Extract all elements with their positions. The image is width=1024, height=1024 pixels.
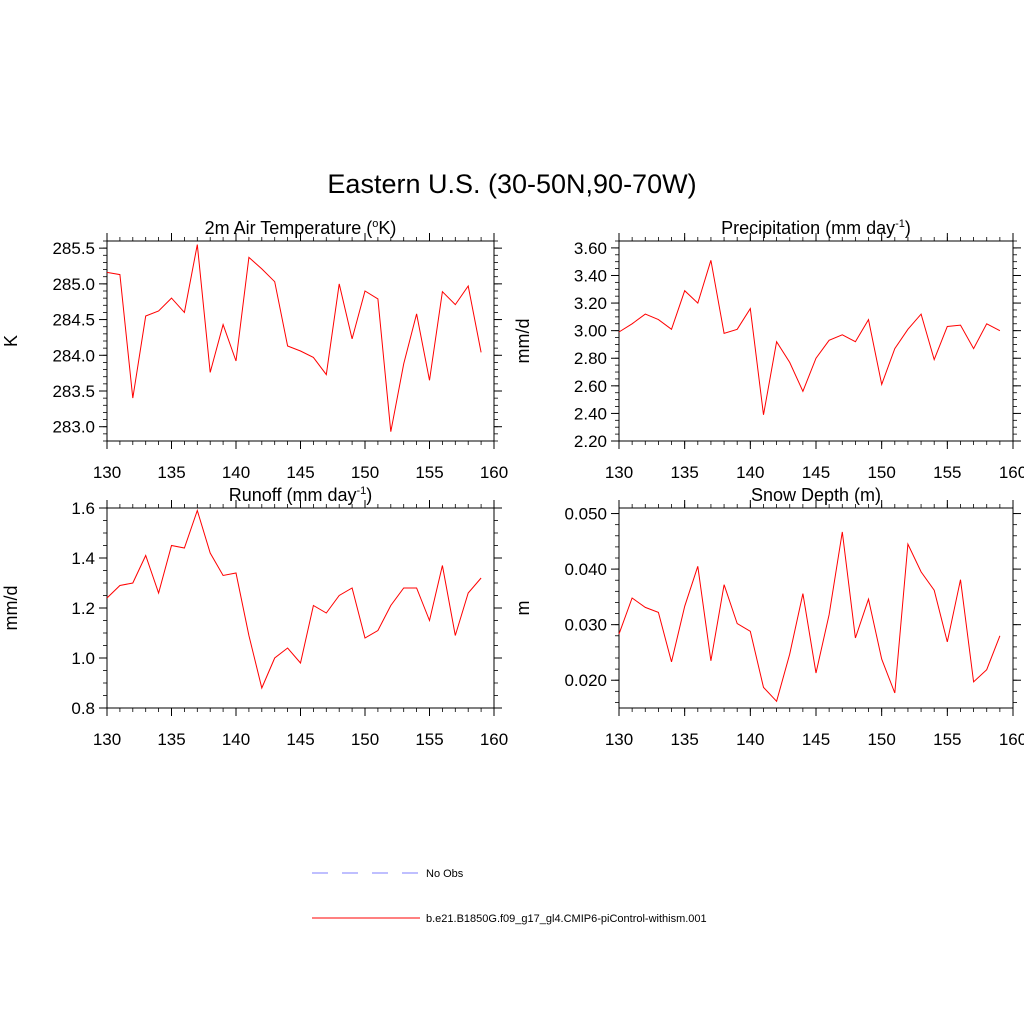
x-tick-label: 150 — [867, 730, 895, 749]
y-tick-label: 0.8 — [71, 699, 95, 718]
y-tick-label: 1.0 — [71, 649, 95, 668]
x-tick-label: 145 — [802, 463, 830, 482]
x-tick-label: 145 — [286, 463, 314, 482]
chart-runoff: 0.8 1.0 1.2 1.4 1.6 130 135 140 145 150 155 160 Runo… — [1, 485, 508, 749]
chart-title-main: Precipitation (mm day — [721, 218, 895, 238]
plot-frame — [106, 240, 495, 442]
chart-title-superscript: o — [372, 218, 378, 230]
chart-title: Runoff (mm day-1) — [229, 485, 373, 505]
x-tick-label: 160 — [999, 730, 1024, 749]
y-axis-label: K — [1, 335, 21, 347]
y-tick-label: 0.050 — [564, 505, 607, 524]
y-tick-label: 283.0 — [52, 418, 95, 437]
x-tick-label: 130 — [93, 730, 121, 749]
x-tick-label: 130 — [93, 463, 121, 482]
series-line — [618, 260, 1001, 415]
y-tick-label: 0.040 — [564, 560, 607, 579]
x-tick-label: 155 — [415, 463, 443, 482]
y-tick-label: 285.5 — [52, 239, 95, 258]
x-tick-label: 155 — [933, 730, 961, 749]
y-tick-label: 2.20 — [574, 432, 607, 451]
x-tick-label: 135 — [157, 463, 185, 482]
y-tick-label: 3.00 — [574, 322, 607, 341]
series-line — [106, 244, 482, 432]
plot-frame — [618, 240, 1014, 442]
chart-title-end: ) — [905, 218, 911, 238]
chart-title-superscript: -1 — [356, 485, 366, 497]
x-tick-label: 135 — [157, 730, 185, 749]
chart-title-superscript: -1 — [895, 218, 905, 230]
chart-panels: 283.0 283.5 284.0 284.5 285.0 285.5 130 135 140 1… — [1, 218, 1024, 749]
x-tick-label: 135 — [670, 463, 698, 482]
y-tick-label: 1.2 — [71, 599, 95, 618]
x-tick-label: 130 — [605, 463, 633, 482]
y-tick-label: 3.60 — [574, 239, 607, 258]
y-tick-label: 283.5 — [52, 382, 95, 401]
x-tick-label: 160 — [999, 463, 1024, 482]
y-axis-label: m — [513, 601, 533, 616]
chart-title: Snow Depth (m) — [751, 485, 881, 505]
x-tick-label: 160 — [480, 730, 508, 749]
y-tick-label: 3.20 — [574, 294, 607, 313]
y-tick-label: 1.4 — [71, 549, 95, 568]
y-tick-label: 2.60 — [574, 377, 607, 396]
plot-frame — [106, 507, 495, 709]
page-title: Eastern U.S. (30-50N,90-70W) — [327, 169, 696, 199]
y-axis-label: mm/d — [1, 586, 21, 631]
x-tick-label: 150 — [351, 730, 379, 749]
x-tick-label: 155 — [415, 730, 443, 749]
y-tick-label: 0.020 — [564, 671, 607, 690]
y-tick-label: 2.80 — [574, 349, 607, 368]
y-tick-label: 285.0 — [52, 275, 95, 294]
x-tick-label: 155 — [933, 463, 961, 482]
y-tick-label: 284.5 — [52, 311, 95, 330]
y-tick-label: 1.6 — [71, 499, 95, 518]
y-tick-label: 0.030 — [564, 616, 607, 635]
x-tick-label: 140 — [736, 730, 764, 749]
series-line — [106, 508, 482, 690]
chart-title-main: 2m Air Temperature ( — [205, 218, 373, 238]
x-tick-label: 145 — [286, 730, 314, 749]
chart-snow-depth: 0.020 0.030 0.040 0.050 130 135 140 145 150 155 16… — [513, 485, 1024, 749]
y-tick-label: 3.40 — [574, 266, 607, 285]
legend: No Obs b.e21.B1850G.f09_g17_gl4.CMIP6-pi… — [312, 868, 707, 925]
chart-title: 2m Air Temperature (oK) — [205, 218, 397, 238]
series-line — [618, 531, 1001, 703]
chart-temperature: 283.0 283.5 284.0 284.5 285.0 285.5 130 135 140 1… — [1, 218, 508, 482]
x-tick-label: 140 — [222, 463, 250, 482]
y-tick-label: 284.0 — [52, 346, 95, 365]
x-tick-label: 140 — [222, 730, 250, 749]
chart-title-main: Runoff (mm day — [229, 485, 357, 505]
x-tick-label: 160 — [480, 463, 508, 482]
chart-title: Precipitation (mm day-1) — [721, 218, 911, 238]
y-axis-label: mm/d — [513, 319, 533, 364]
x-tick-label: 140 — [736, 463, 764, 482]
plot-frame — [618, 507, 1014, 709]
x-tick-label: 150 — [867, 463, 895, 482]
legend-model-label: b.e21.B1850G.f09_g17_gl4.CMIP6-piControl… — [426, 913, 707, 925]
x-tick-label: 135 — [670, 730, 698, 749]
legend-obs-label: No Obs — [426, 868, 464, 880]
x-tick-label: 130 — [605, 730, 633, 749]
chart-title-end: K) — [378, 218, 396, 238]
chart-title-end: ) — [366, 485, 372, 505]
x-tick-label: 145 — [802, 730, 830, 749]
y-tick-label: 2.40 — [574, 404, 607, 423]
chart-precipitation: 2.20 2.40 2.60 2.80 3.00 3.20 3.40 3.60 130 135 14… — [513, 218, 1024, 482]
x-tick-label: 150 — [351, 463, 379, 482]
chart-title-main: Snow Depth (m) — [751, 485, 881, 505]
